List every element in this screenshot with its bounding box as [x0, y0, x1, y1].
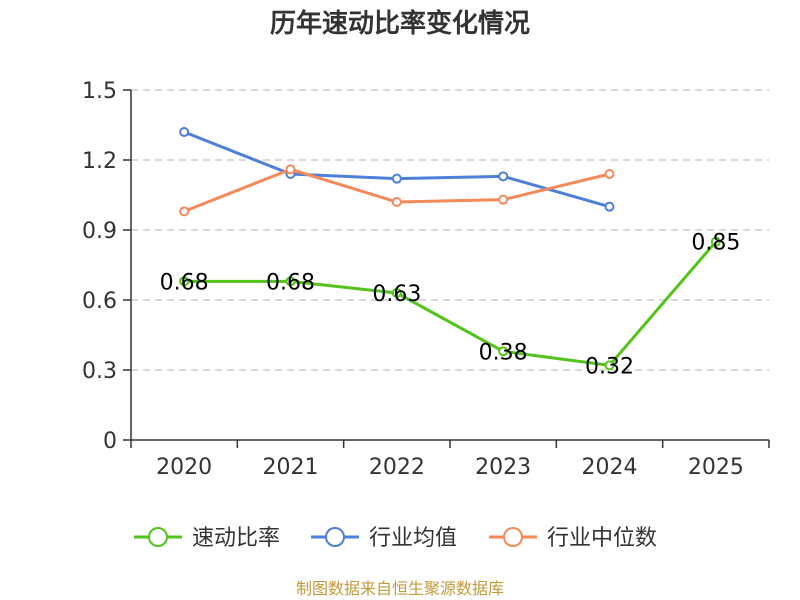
data-point[interactable] [710, 236, 721, 247]
legend-item-3[interactable]: 行业中位数 [489, 526, 657, 551]
data-labels: 0.68 0.68 0.63 0.38 0.32 0.85 [160, 231, 741, 380]
data-point[interactable] [391, 173, 402, 184]
data-label: 0.38 [479, 340, 528, 365]
data-label: 0.68 [266, 270, 315, 295]
x-tick-label: 2021 [263, 455, 319, 480]
data-point[interactable] [498, 346, 509, 357]
legend-label: 行业均值 [369, 526, 457, 551]
axes: 0 0.3 0.6 0.9 1.2 1.5 2020 2021 2022 2023 2024 2025 [82, 79, 770, 480]
legend-label: 行业中位数 [547, 526, 657, 551]
data-point[interactable] [179, 127, 190, 137]
x-tick-label: 2020 [156, 455, 212, 480]
data-point[interactable] [498, 171, 509, 182]
chart-title: 历年速动比率变化情况 [270, 8, 530, 39]
data-point[interactable] [391, 288, 402, 298]
series-line-1 [184, 240, 717, 367]
legend-label: 速动比率 [192, 526, 280, 551]
legend-marker [325, 527, 345, 547]
data-label: 0.32 [585, 354, 634, 379]
data-point[interactable] [391, 197, 402, 207]
data-point[interactable] [179, 206, 190, 217]
x-tick-label: 2022 [369, 455, 425, 480]
data-point[interactable] [498, 194, 509, 205]
legend[interactable]: 速动比率 行业均值 行业中位数 [134, 526, 657, 551]
data-label: 0.68 [160, 270, 209, 295]
data-point[interactable] [285, 276, 296, 287]
legend-marker [148, 527, 168, 547]
data-label: 0.85 [691, 231, 740, 256]
y-tick-label: 0.9 [82, 219, 117, 244]
y-tick-label: 0.3 [82, 359, 117, 384]
grid [131, 89, 769, 371]
y-tick-label: 1.5 [82, 79, 117, 104]
x-tick-label: 2024 [582, 455, 638, 480]
x-tick-label: 2025 [688, 455, 744, 480]
data-point[interactable] [285, 164, 296, 175]
x-tick-label: 2023 [475, 455, 531, 480]
y-tick-label: 0 [103, 429, 117, 454]
data-point[interactable] [604, 360, 615, 371]
source-note: 制图数据来自恒生聚源数据库 [296, 579, 504, 598]
data-label: 0.63 [372, 282, 421, 307]
series [179, 127, 721, 371]
data-point[interactable] [604, 201, 615, 212]
series-line-2 [183, 130, 610, 209]
legend-item-1[interactable]: 速动比率 [134, 526, 280, 551]
data-point[interactable] [604, 169, 615, 179]
legend-item-2[interactable]: 行业均值 [311, 526, 457, 551]
y-tick-label: 0.6 [82, 289, 117, 314]
data-point[interactable] [179, 276, 190, 287]
legend-marker [503, 527, 523, 547]
y-tick-label: 1.2 [82, 149, 117, 174]
